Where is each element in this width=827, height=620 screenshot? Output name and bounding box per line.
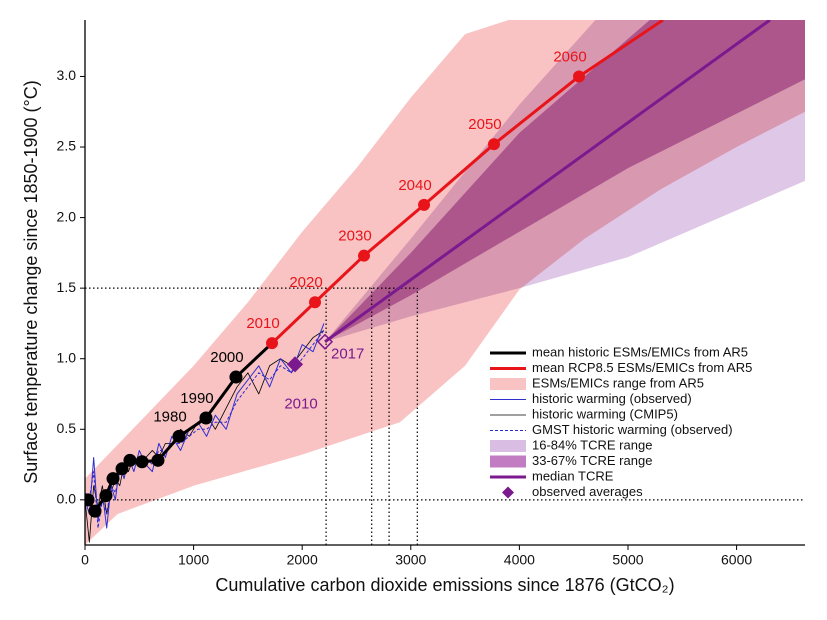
series-line	[324, 20, 771, 343]
legend-swatch	[490, 455, 526, 468]
series-line	[85, 323, 325, 529]
legend-swatch	[502, 486, 514, 499]
point	[106, 472, 120, 486]
y-tick-label: 2.0	[57, 208, 77, 224]
point-label: 2017	[331, 346, 364, 363]
legend-label: ESMs/EMICs range from AR5	[532, 375, 704, 390]
point	[199, 411, 213, 425]
legend-label: historic warming (CMIP5)	[532, 406, 678, 421]
y-tick-label: 1.5	[57, 279, 77, 295]
legend-label: GMST historic warming (observed)	[532, 422, 733, 437]
point	[135, 455, 149, 469]
point-label: 2060	[553, 48, 586, 65]
point	[229, 370, 243, 384]
y-tick-label: 0.0	[57, 491, 77, 507]
diamond	[316, 333, 334, 350]
x-tick-label: 2000	[287, 552, 318, 568]
legend-swatch	[490, 440, 526, 452]
x-tick-label: 5000	[612, 552, 643, 568]
point	[151, 453, 165, 467]
diamond	[286, 356, 304, 373]
legend-label: historic warming (observed)	[532, 391, 692, 406]
y-tick-label: 1.0	[57, 349, 77, 365]
y-tick-label: 2.5	[57, 138, 77, 154]
y-tick-label: 3.0	[57, 67, 77, 83]
legend-label: mean historic ESMs/EMICs from AR5	[532, 344, 748, 359]
legend-label: median TCRE	[532, 468, 614, 483]
point	[115, 462, 129, 476]
reference-lines	[85, 287, 805, 545]
point	[85, 493, 95, 507]
point-label: 1980	[153, 408, 186, 425]
axes: 0 1000 2000 3000 4000 5000 6000 0.0 0.5 1.0 1.5 2.0…	[57, 20, 805, 568]
point	[573, 70, 586, 83]
point-label: 2030	[338, 228, 371, 245]
x-tick-label: 1000	[178, 552, 209, 568]
connector-line	[234, 342, 274, 379]
point	[418, 198, 431, 211]
legend-label: 16-84% TCRE range	[532, 437, 652, 452]
x-tick-label: 3000	[395, 552, 426, 568]
point-label: 2040	[398, 177, 431, 194]
areas	[85, 20, 805, 545]
legend-label: mean RCP8.5 ESMs/EMICs from AR5	[532, 360, 752, 375]
point	[123, 453, 137, 467]
point-label: 2020	[289, 274, 322, 291]
x-tick-label: 4000	[504, 552, 535, 568]
markers	[85, 70, 586, 518]
point	[99, 489, 113, 503]
legend-swatch	[490, 378, 526, 390]
point-label: 1990	[180, 390, 213, 407]
point	[172, 429, 186, 443]
point	[357, 249, 370, 262]
legend-label: 33-67% TCRE range	[532, 453, 652, 468]
point	[487, 138, 500, 151]
x-tick-label: 0	[81, 552, 89, 568]
y-axis-label: Surface temperature change since 1850-19…	[21, 80, 41, 483]
x-axis-label: Cumulative carbon dioxide emissions sinc…	[215, 575, 674, 595]
point	[88, 504, 102, 518]
range-area	[325, 20, 805, 342]
series-line	[85, 330, 325, 543]
point-label: 2050	[468, 116, 501, 133]
point-label: 2000	[210, 349, 243, 366]
y-tick-label: 0.5	[57, 420, 77, 436]
point	[309, 296, 322, 309]
legend-label: observed averages	[532, 484, 643, 499]
point	[266, 337, 279, 350]
x-tick-label: 6000	[721, 552, 752, 568]
point-label: 2010	[284, 395, 317, 412]
point-label: 2010	[246, 315, 279, 332]
